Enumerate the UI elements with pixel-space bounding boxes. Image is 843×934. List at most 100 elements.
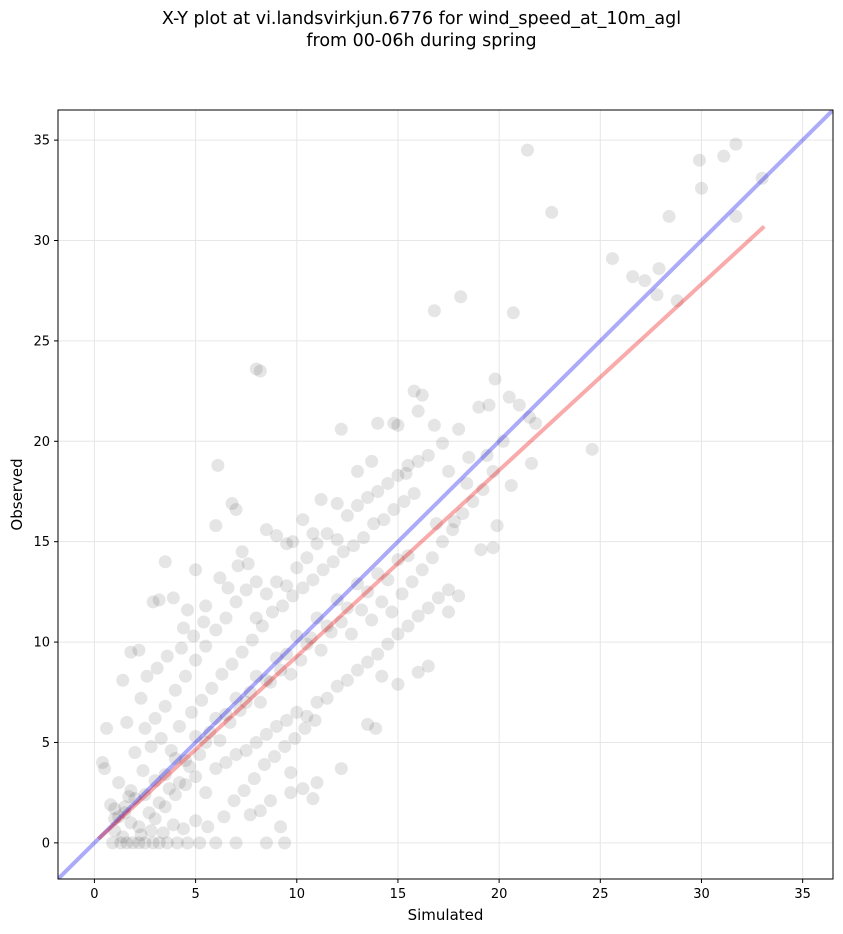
scatter-point: [120, 715, 134, 729]
scatter-point: [270, 529, 284, 543]
scatter-point: [259, 673, 273, 687]
scatter-point: [233, 703, 247, 717]
scatter-point: [108, 812, 122, 826]
scatter-point: [512, 398, 526, 412]
scatter-point: [152, 836, 166, 850]
scatter-point: [431, 591, 445, 605]
scatter-point: [134, 691, 148, 705]
scatter-points: [96, 137, 769, 850]
scatter-point: [209, 762, 223, 776]
scatter-point: [397, 495, 411, 509]
scatter-point: [401, 458, 415, 472]
x-tick-label: 0: [90, 887, 98, 902]
scatter-point: [314, 493, 328, 507]
scatter-point: [472, 400, 486, 414]
scatter-point: [241, 557, 255, 571]
scatter-point: [298, 721, 312, 735]
scatter-point: [442, 605, 456, 619]
scatter-point: [215, 667, 229, 681]
scatter-point: [255, 619, 269, 633]
scatter-point: [365, 613, 379, 627]
scatter-point: [263, 794, 277, 808]
scatter-point: [249, 735, 263, 749]
scatter-point: [306, 573, 320, 587]
scatter-point: [361, 717, 375, 731]
scatter-point: [128, 792, 142, 806]
scatter-point: [496, 434, 510, 448]
scatter-point: [361, 491, 375, 505]
scatter-point: [280, 579, 294, 593]
scatter-point: [375, 595, 389, 609]
scatter-point: [164, 743, 178, 757]
scatter-point: [270, 719, 284, 733]
scatter-point: [229, 503, 243, 517]
scatter-point: [442, 464, 456, 478]
scatter-point: [545, 205, 559, 219]
reference-lines: [58, 110, 833, 879]
scatter-point: [435, 436, 449, 450]
scatter-point: [456, 507, 470, 521]
scatter-point: [108, 802, 122, 816]
scatter-point: [229, 691, 243, 705]
scatter-point: [300, 709, 314, 723]
scatter-point: [152, 593, 166, 607]
scatter-point: [344, 627, 358, 641]
scatter-point: [522, 410, 536, 424]
scatter-point: [209, 623, 223, 637]
scatter-point: [239, 695, 253, 709]
y-tick-label: 25: [33, 334, 50, 349]
scatter-point: [124, 784, 138, 798]
scatter-point: [136, 764, 150, 778]
scatter-point: [134, 828, 148, 842]
scatter-point: [132, 836, 146, 850]
scatter-point: [199, 786, 213, 800]
y-tick-label: 5: [42, 736, 50, 751]
scatter-point: [197, 615, 211, 629]
scatter-point: [350, 499, 364, 513]
scatter-point: [462, 450, 476, 464]
scatter-point: [98, 762, 112, 776]
scatter-point: [253, 804, 267, 818]
scatter-point: [96, 756, 110, 770]
scatter-point: [158, 699, 172, 713]
scatter-point: [415, 388, 429, 402]
scatter-point: [166, 591, 180, 605]
scatter-point: [189, 653, 203, 667]
x-tick-label: 10: [288, 887, 305, 902]
scatter-point: [411, 609, 425, 623]
scatter-point: [259, 587, 273, 601]
x-tick-label: 30: [693, 887, 710, 902]
scatter-point: [209, 519, 223, 533]
scatter-point: [112, 776, 126, 790]
scatter-point: [336, 545, 350, 559]
scatter-point: [324, 625, 338, 639]
identity-line: [58, 110, 833, 879]
scatter-point: [448, 515, 462, 529]
scatter-point: [170, 836, 184, 850]
scatter-point: [694, 181, 708, 195]
scatter-point: [340, 509, 354, 523]
scatter-point: [369, 721, 383, 735]
scatter-point: [391, 418, 405, 432]
scatter-point: [219, 756, 233, 770]
scatter-point: [150, 661, 164, 675]
scatter-point: [399, 466, 413, 480]
scatter-point: [334, 422, 348, 436]
scatter-point: [391, 553, 405, 567]
scatter-point: [294, 653, 308, 667]
scatter-point: [235, 545, 249, 559]
scatter-point: [253, 695, 267, 709]
scatter-point: [120, 836, 134, 850]
scatter-point: [138, 836, 152, 850]
scatter-point: [243, 685, 257, 699]
scatter-point: [452, 422, 466, 436]
scatter-point: [199, 639, 213, 653]
scatter-point: [249, 669, 263, 683]
scatter-point: [193, 836, 207, 850]
scatter-point: [124, 816, 138, 830]
scatter-point: [381, 573, 395, 587]
scatter-point: [178, 669, 192, 683]
scatter-point: [199, 599, 213, 613]
scatter-point: [203, 725, 217, 739]
scatter-point: [158, 800, 172, 814]
